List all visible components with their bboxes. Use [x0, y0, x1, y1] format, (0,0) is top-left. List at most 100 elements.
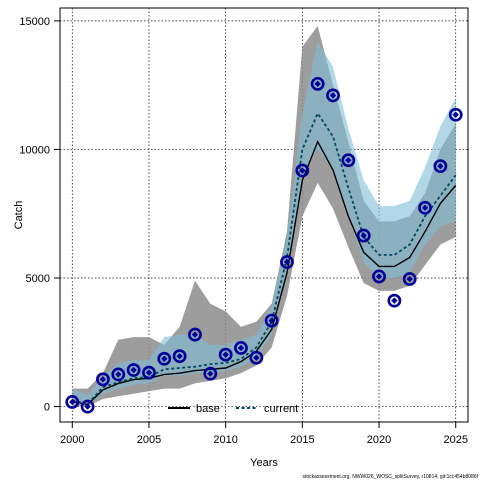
observed-point: [249, 350, 264, 365]
observed-diamond: [406, 275, 413, 283]
observed-circle: [218, 347, 233, 362]
y-axis-ticks: 0 5000 10000 15000: [19, 16, 60, 414]
observed-diamond: [345, 157, 352, 164]
observed-point: [433, 159, 448, 174]
observed-circle: [203, 366, 218, 381]
observed-diamond: [161, 355, 168, 362]
series-lines: [72, 111, 457, 406]
observed-diamond: [391, 297, 398, 304]
observed-circle: [310, 76, 325, 91]
observed-point: [372, 269, 386, 284]
y-tick-label: 10000: [19, 144, 50, 156]
observed-circle: [326, 88, 340, 103]
line-base: [72, 140, 457, 406]
observed-diamond: [115, 371, 122, 378]
confidence-bands: [72, 26, 456, 407]
y-tick-label: 15000: [19, 16, 50, 28]
observed-point: [142, 365, 156, 380]
observed-circle: [65, 395, 80, 409]
observed-circle: [111, 367, 126, 382]
observed-circle: [188, 327, 202, 342]
observed-circle: [126, 363, 141, 377]
observed-circle: [264, 313, 279, 328]
observed-diamond: [130, 366, 137, 374]
observed-circle: [172, 349, 187, 364]
observed-point: [356, 228, 371, 243]
observed-circle: [157, 351, 172, 366]
observed-point: [218, 347, 233, 362]
observed-circle: [142, 365, 156, 380]
observed-diamond: [84, 403, 91, 410]
observed-diamond: [69, 398, 76, 406]
observed-circle: [448, 107, 463, 122]
observed-point: [80, 399, 95, 414]
observed-point: [172, 349, 187, 364]
observed-point: [111, 367, 126, 382]
observed-point: [387, 293, 402, 308]
observed-point: [448, 107, 463, 122]
line-current: [72, 111, 457, 406]
x-tick-label: 2015: [290, 434, 314, 446]
observed-point: [402, 272, 417, 286]
observed-circle: [433, 159, 448, 174]
y-axis-title: Catch: [13, 201, 25, 230]
observed-diamond: [222, 351, 229, 358]
x-tick-label: 2005: [137, 434, 161, 446]
observed-point: [157, 351, 172, 366]
observed-diamond: [375, 273, 383, 280]
observed-point: [234, 341, 248, 355]
observed-point: [341, 153, 356, 168]
observed-point: [418, 200, 432, 215]
x-tick-label: 2020: [367, 434, 391, 446]
observed-diamond: [176, 352, 183, 360]
footnote-text: stockassessment.org, NWW026_WOSC_splitSu…: [302, 474, 478, 480]
observed-point: [65, 395, 80, 409]
observed-diamond: [329, 92, 337, 99]
band-current: [72, 41, 456, 406]
observed-circle: [80, 399, 95, 414]
observed-diamond: [237, 344, 245, 352]
observed-diamond: [99, 376, 107, 383]
observed-circle: [387, 293, 402, 308]
legend: base current: [168, 403, 298, 415]
observed-diamond: [437, 162, 444, 170]
observed-circle: [372, 269, 386, 284]
observed-diamond: [283, 258, 291, 266]
observed-diamond: [299, 167, 306, 174]
observed-circle: [418, 200, 432, 215]
observed-point: [326, 88, 340, 103]
observed-point: [295, 163, 310, 178]
observed-markers: [65, 76, 463, 414]
observed-diamond: [207, 370, 214, 377]
observed-point: [280, 255, 294, 269]
x-axis-ticks: 2000 2005 2010 2015 2020 2025: [60, 422, 468, 446]
observed-diamond: [253, 354, 260, 361]
observed-diamond: [360, 232, 367, 239]
observed-circle: [280, 255, 294, 269]
observed-point: [188, 327, 202, 342]
observed-diamond: [145, 369, 153, 376]
observed-diamond: [268, 317, 275, 324]
observed-circle: [356, 228, 371, 243]
observed-diamond: [191, 331, 199, 338]
observed-point: [96, 372, 110, 387]
observed-circle: [234, 341, 248, 355]
x-tick-label: 2010: [213, 434, 237, 446]
observed-circle: [295, 163, 310, 178]
legend-label-base: base: [196, 403, 220, 415]
x-tick-label: 2000: [60, 434, 84, 446]
x-tick-label: 2025: [443, 434, 467, 446]
y-tick-label: 0: [44, 402, 50, 414]
observed-point: [126, 363, 141, 377]
plot-frame: [59, 7, 469, 423]
observed-circle: [402, 272, 417, 286]
observed-diamond: [314, 80, 321, 88]
observed-circle: [249, 350, 264, 365]
observed-point: [203, 366, 218, 381]
legend-label-current: current: [264, 403, 298, 415]
observed-diamond: [421, 204, 429, 211]
observed-diamond: [452, 111, 459, 118]
x-axis-title: Years: [250, 457, 278, 469]
y-tick-label: 5000: [26, 273, 50, 285]
